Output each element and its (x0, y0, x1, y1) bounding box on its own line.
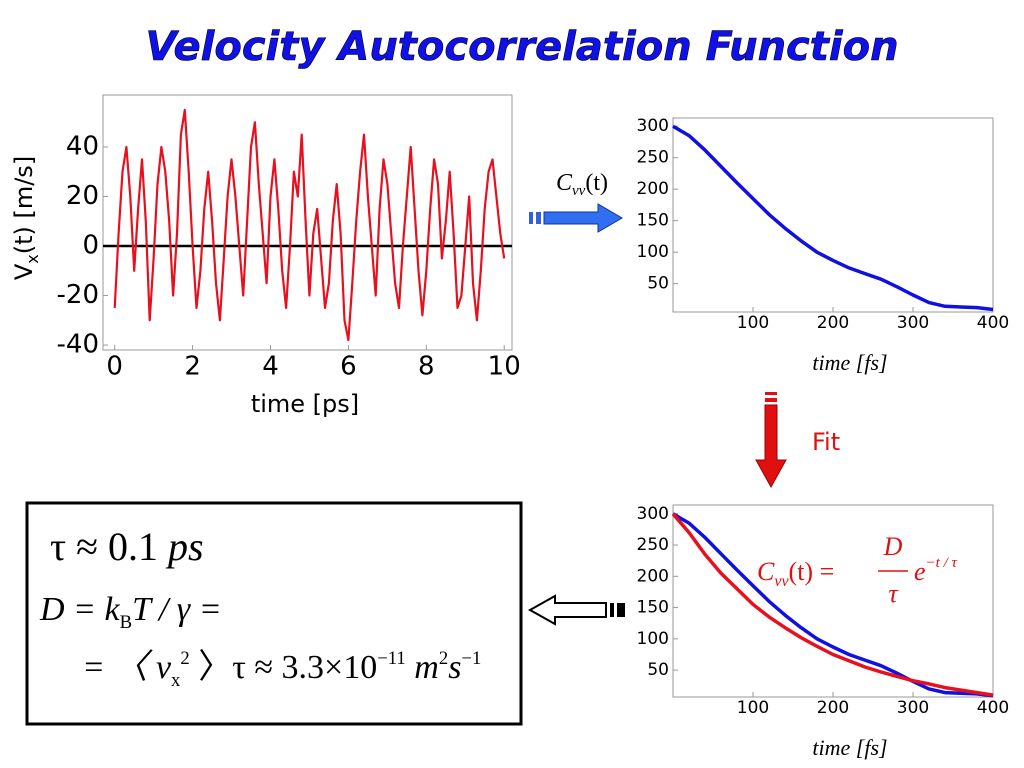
y-tick-label: 100 (637, 629, 669, 649)
y-tick-label: 250 (637, 148, 669, 168)
y-tick-label: 40 (66, 131, 99, 161)
y-tick-label: 300 (637, 504, 669, 524)
result-part: m (406, 649, 439, 686)
result-part: τ ≈ 0.1 (50, 524, 168, 569)
plot-frame (102, 94, 513, 351)
fit-lhs: Cvv(t) = (757, 557, 834, 590)
result-line: τ ≈ 0.1 ps (50, 524, 204, 569)
y-tick-label: 100 (637, 242, 669, 262)
y-tick-label: -40 (57, 330, 99, 360)
data-line (672, 512, 994, 698)
x-tick-label: 8 (418, 352, 435, 382)
x-tick-label: 300 (897, 313, 929, 333)
curve-label-part: C (556, 170, 573, 196)
y-tick-label: 200 (637, 566, 669, 586)
result-part: D = k (39, 591, 120, 628)
x-axis-label: time [fs] (812, 735, 887, 760)
result-part: s (448, 649, 461, 686)
x-tick-label: 100 (737, 698, 769, 718)
fit-num: D (883, 532, 903, 561)
x-tick-label: 200 (817, 313, 849, 333)
x-tick-label: 400 (977, 698, 1009, 718)
y-tick-label: 200 (637, 179, 669, 199)
y-tick-label: -20 (57, 280, 99, 310)
x-axis-label: time [ps] (251, 390, 359, 418)
fit-part: C (757, 557, 775, 586)
result-box (25, 501, 523, 726)
y-tick-label: 150 (637, 211, 669, 231)
fit-part: −t / τ (926, 555, 958, 571)
result-part: −11 (377, 648, 406, 669)
y-tick-label: 0 (82, 231, 99, 261)
data-line (672, 124, 994, 312)
slide-title: Velocity Autocorrelation Function (145, 24, 898, 70)
x-tick-label: 10 (488, 352, 521, 382)
y-label-part: x (23, 254, 42, 263)
arrow-down (755, 392, 787, 489)
x-tick-label: 400 (977, 313, 1009, 333)
result-part: = 〈 v (82, 649, 172, 686)
result-part: x (171, 670, 181, 691)
result-line: D = kBT / γ = (39, 591, 222, 633)
y-tick-label: 300 (637, 116, 669, 136)
x-tick-label: 100 (737, 313, 769, 333)
y-axis-label: Vx(t) [m/s] (10, 156, 42, 280)
data-line (671, 512, 994, 697)
fit-formula: Cvv(t) = Dτe−t / τ (757, 532, 958, 608)
fit-den: τ (888, 579, 899, 608)
result-line: = 〈 vx2 〉τ ≈ 3.3×10−11 m2s−1 (82, 648, 481, 691)
y-tick-label: 20 (66, 181, 99, 211)
fit-part: (t) = (789, 557, 835, 586)
curve-label-part: (t) (585, 170, 608, 196)
y-label-part: (t) [m/s] (10, 156, 38, 254)
y-tick-label: 250 (637, 535, 669, 555)
result-part: 2 (180, 648, 189, 669)
x-tick-label: 0 (106, 352, 123, 382)
x-tick-label: 4 (262, 352, 279, 382)
arrow-left (527, 594, 625, 626)
result-part: T / γ = (132, 591, 222, 628)
fit-exp: e−t / τ (914, 555, 958, 586)
y-label-part: V (10, 263, 38, 280)
result-part: 2 (439, 648, 448, 669)
result-formula: τ ≈ 0.1 psD = kBT / γ == 〈 vx2 〉τ ≈ 3.3×… (39, 524, 481, 691)
curve-label: Cvv(t) (556, 170, 608, 199)
fit-part: e (914, 557, 926, 586)
result-part: B (120, 612, 132, 633)
fit-label: Fit (812, 428, 840, 456)
y-tick-label: 50 (647, 660, 669, 680)
result-part: −1 (461, 648, 481, 669)
x-tick-label: 6 (340, 352, 357, 382)
x-tick-label: 200 (817, 698, 849, 718)
y-tick-label: 50 (647, 274, 669, 294)
data-line (113, 108, 506, 342)
y-tick-label: 150 (637, 598, 669, 618)
x-tick-label: 2 (184, 352, 201, 382)
curve-label-part: vv (572, 183, 586, 199)
x-tick-label: 300 (897, 698, 929, 718)
fit-part: vv (774, 573, 789, 590)
result-part: 〉τ ≈ 3.3×10 (190, 649, 378, 686)
plot-frame (672, 504, 994, 698)
result-part: ps (165, 524, 204, 569)
plot-frame (672, 117, 994, 313)
arrow-right (529, 203, 623, 233)
x-axis-label: time [fs] (812, 350, 887, 375)
